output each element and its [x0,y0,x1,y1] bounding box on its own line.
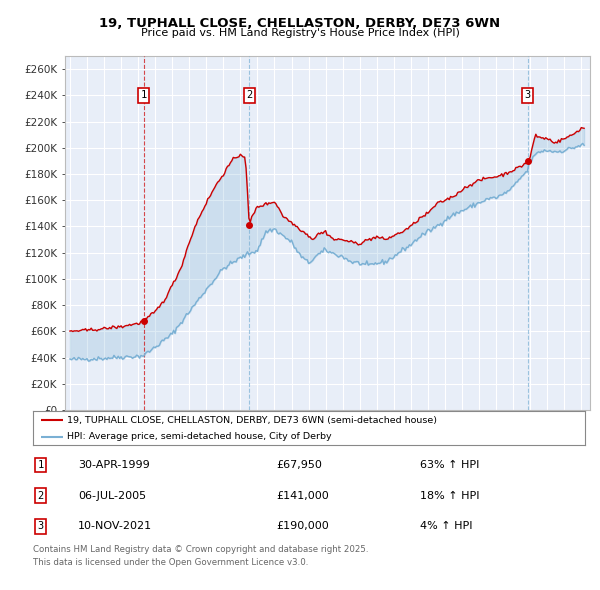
Text: Price paid vs. HM Land Registry's House Price Index (HPI): Price paid vs. HM Land Registry's House … [140,28,460,38]
Text: This data is licensed under the Open Government Licence v3.0.: This data is licensed under the Open Gov… [33,558,308,566]
Text: £67,950: £67,950 [276,460,322,470]
Text: 1: 1 [38,460,44,470]
Text: 2: 2 [246,90,253,100]
Text: HPI: Average price, semi-detached house, City of Derby: HPI: Average price, semi-detached house,… [67,432,332,441]
Text: 63% ↑ HPI: 63% ↑ HPI [420,460,479,470]
Text: Contains HM Land Registry data © Crown copyright and database right 2025.: Contains HM Land Registry data © Crown c… [33,545,368,553]
Text: 18% ↑ HPI: 18% ↑ HPI [420,491,479,500]
Text: 10-NOV-2021: 10-NOV-2021 [78,522,152,531]
Text: 06-JUL-2005: 06-JUL-2005 [78,491,146,500]
Text: 3: 3 [38,522,44,531]
Text: 2: 2 [38,491,44,500]
Text: £190,000: £190,000 [276,522,329,531]
Text: £141,000: £141,000 [276,491,329,500]
Text: 3: 3 [524,90,531,100]
Text: 1: 1 [140,90,147,100]
Text: 19, TUPHALL CLOSE, CHELLASTON, DERBY, DE73 6WN (semi-detached house): 19, TUPHALL CLOSE, CHELLASTON, DERBY, DE… [67,415,437,425]
Text: 4% ↑ HPI: 4% ↑ HPI [420,522,473,531]
Text: 19, TUPHALL CLOSE, CHELLASTON, DERBY, DE73 6WN: 19, TUPHALL CLOSE, CHELLASTON, DERBY, DE… [100,17,500,30]
Text: 30-APR-1999: 30-APR-1999 [78,460,150,470]
